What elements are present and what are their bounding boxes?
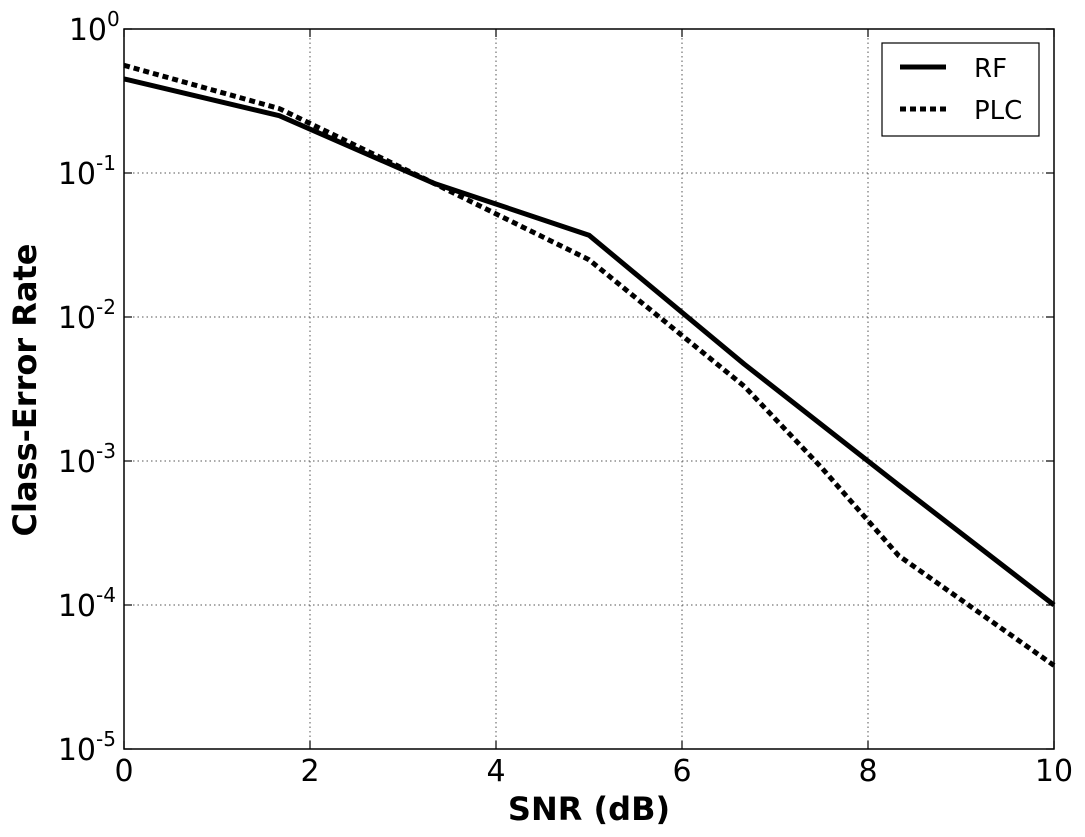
y-tick-label: 10 [58,157,96,192]
x-tick-label: 4 [486,754,505,789]
y-tick-label: 10 [58,733,96,768]
x-axis-label: SNR (dB) [508,790,670,828]
series-line-rf [123,76,1056,607]
y-tick-label: 10 [58,301,96,336]
plot-area-frame [123,28,1055,750]
y-tick-exponent: -1 [96,151,116,175]
y-tick-exponent: -4 [96,583,116,607]
grid-lines [124,29,1054,749]
x-tick-label: 0 [114,754,133,789]
y-tick-exponent: 0 [107,7,120,31]
x-tick-label: 8 [858,754,877,789]
y-axis-label: Class-Error Rate [6,244,44,537]
y-tick-label: 10 [58,589,96,624]
axis-ticks [123,28,1055,750]
plot-series [123,62,1056,668]
y-tick-exponent: -2 [96,295,116,319]
legend: RF PLC [881,42,1040,137]
series-line-plc [123,62,1056,668]
x-axis-tick-labels: 0 2 4 6 8 10 [114,754,1073,789]
legend-label-plc: PLC [974,96,1022,126]
y-tick-exponent: -5 [96,727,116,751]
y-tick-label: 10 [58,445,96,480]
legend-box [881,42,1040,137]
y-tick-label: 10 [69,13,107,48]
x-tick-label: 2 [300,754,319,789]
y-tick-exponent: -3 [96,439,116,463]
x-tick-label: 10 [1035,754,1073,789]
legend-label-rf: RF [974,54,1007,84]
x-tick-label: 6 [672,754,691,789]
